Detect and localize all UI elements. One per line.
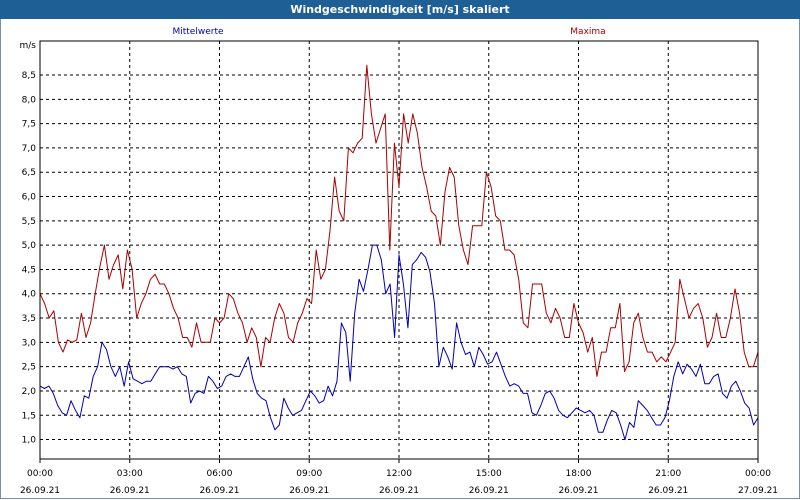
x-tick-time: 21:00 <box>655 469 681 479</box>
x-tick-time: 03:00 <box>117 469 143 479</box>
x-tick-date: 26.09.21 <box>110 486 150 496</box>
x-tick-time: 09:00 <box>296 469 322 479</box>
y-tick-label: 2,5 <box>22 363 36 373</box>
x-tick-time: 18:00 <box>566 469 592 479</box>
legend: Mittelwerte Maxima <box>172 27 605 37</box>
x-tick-date: 26.09.21 <box>379 486 419 496</box>
y-tick-label: 8,0 <box>22 95 37 105</box>
series-line-mittelwerte <box>39 244 759 441</box>
series-line-maxima <box>39 64 759 377</box>
x-tick-time: 06:00 <box>207 469 233 479</box>
y-tick-label: 5,5 <box>22 217 36 227</box>
x-tick-date: 26.09.21 <box>558 486 598 496</box>
x-tick-date: 26.09.21 <box>648 486 688 496</box>
y-tick-label: 3,0 <box>22 338 37 348</box>
y-tick-label: 8,5 <box>22 71 36 81</box>
y-tick-label: 1,5 <box>22 411 36 421</box>
y-axis-label: m/s <box>20 41 37 51</box>
x-tick-time: 12:00 <box>386 469 412 479</box>
grid <box>40 41 758 459</box>
x-tick-date: 26.09.21 <box>289 486 329 496</box>
x-tick-time: 00:00 <box>745 469 771 479</box>
legend-item-mittelwerte: Mittelwerte <box>172 27 223 37</box>
x-tick-time: 15:00 <box>476 469 502 479</box>
legend-item-maxima: Maxima <box>570 27 605 37</box>
series-layer <box>39 64 759 441</box>
y-tick-label: 1,0 <box>22 436 37 446</box>
y-tick-label: 5,0 <box>22 241 37 251</box>
y-tick-label: 4,5 <box>22 265 36 275</box>
y-tick-label: 6,5 <box>22 168 36 178</box>
x-tick-date: 26.09.21 <box>469 486 509 496</box>
axes: 1,0 1,5 2,0 2,5 3,0 3,5 4,0 4,5 5,0 5,5 6,0 6,5 7,0 7… <box>20 40 778 496</box>
x-tick-date: 27.09.21 <box>738 486 778 496</box>
y-tick-label: 7,5 <box>22 120 36 130</box>
x-tick-date: 26.09.21 <box>20 486 60 496</box>
plot-area-border <box>39 40 759 460</box>
y-tick-label: 6,0 <box>22 193 37 203</box>
x-tick-time: 00:00 <box>27 469 53 479</box>
y-tick-label: 3,5 <box>22 314 36 324</box>
y-tick-label: 7,0 <box>22 144 37 154</box>
x-tick-date: 26.09.21 <box>199 486 239 496</box>
chart-title: Windgeschwindigkeit [m/s] skaliert <box>0 0 800 19</box>
y-tick-label: 2,0 <box>22 387 37 397</box>
y-tick-label: 4,0 <box>22 290 37 300</box>
